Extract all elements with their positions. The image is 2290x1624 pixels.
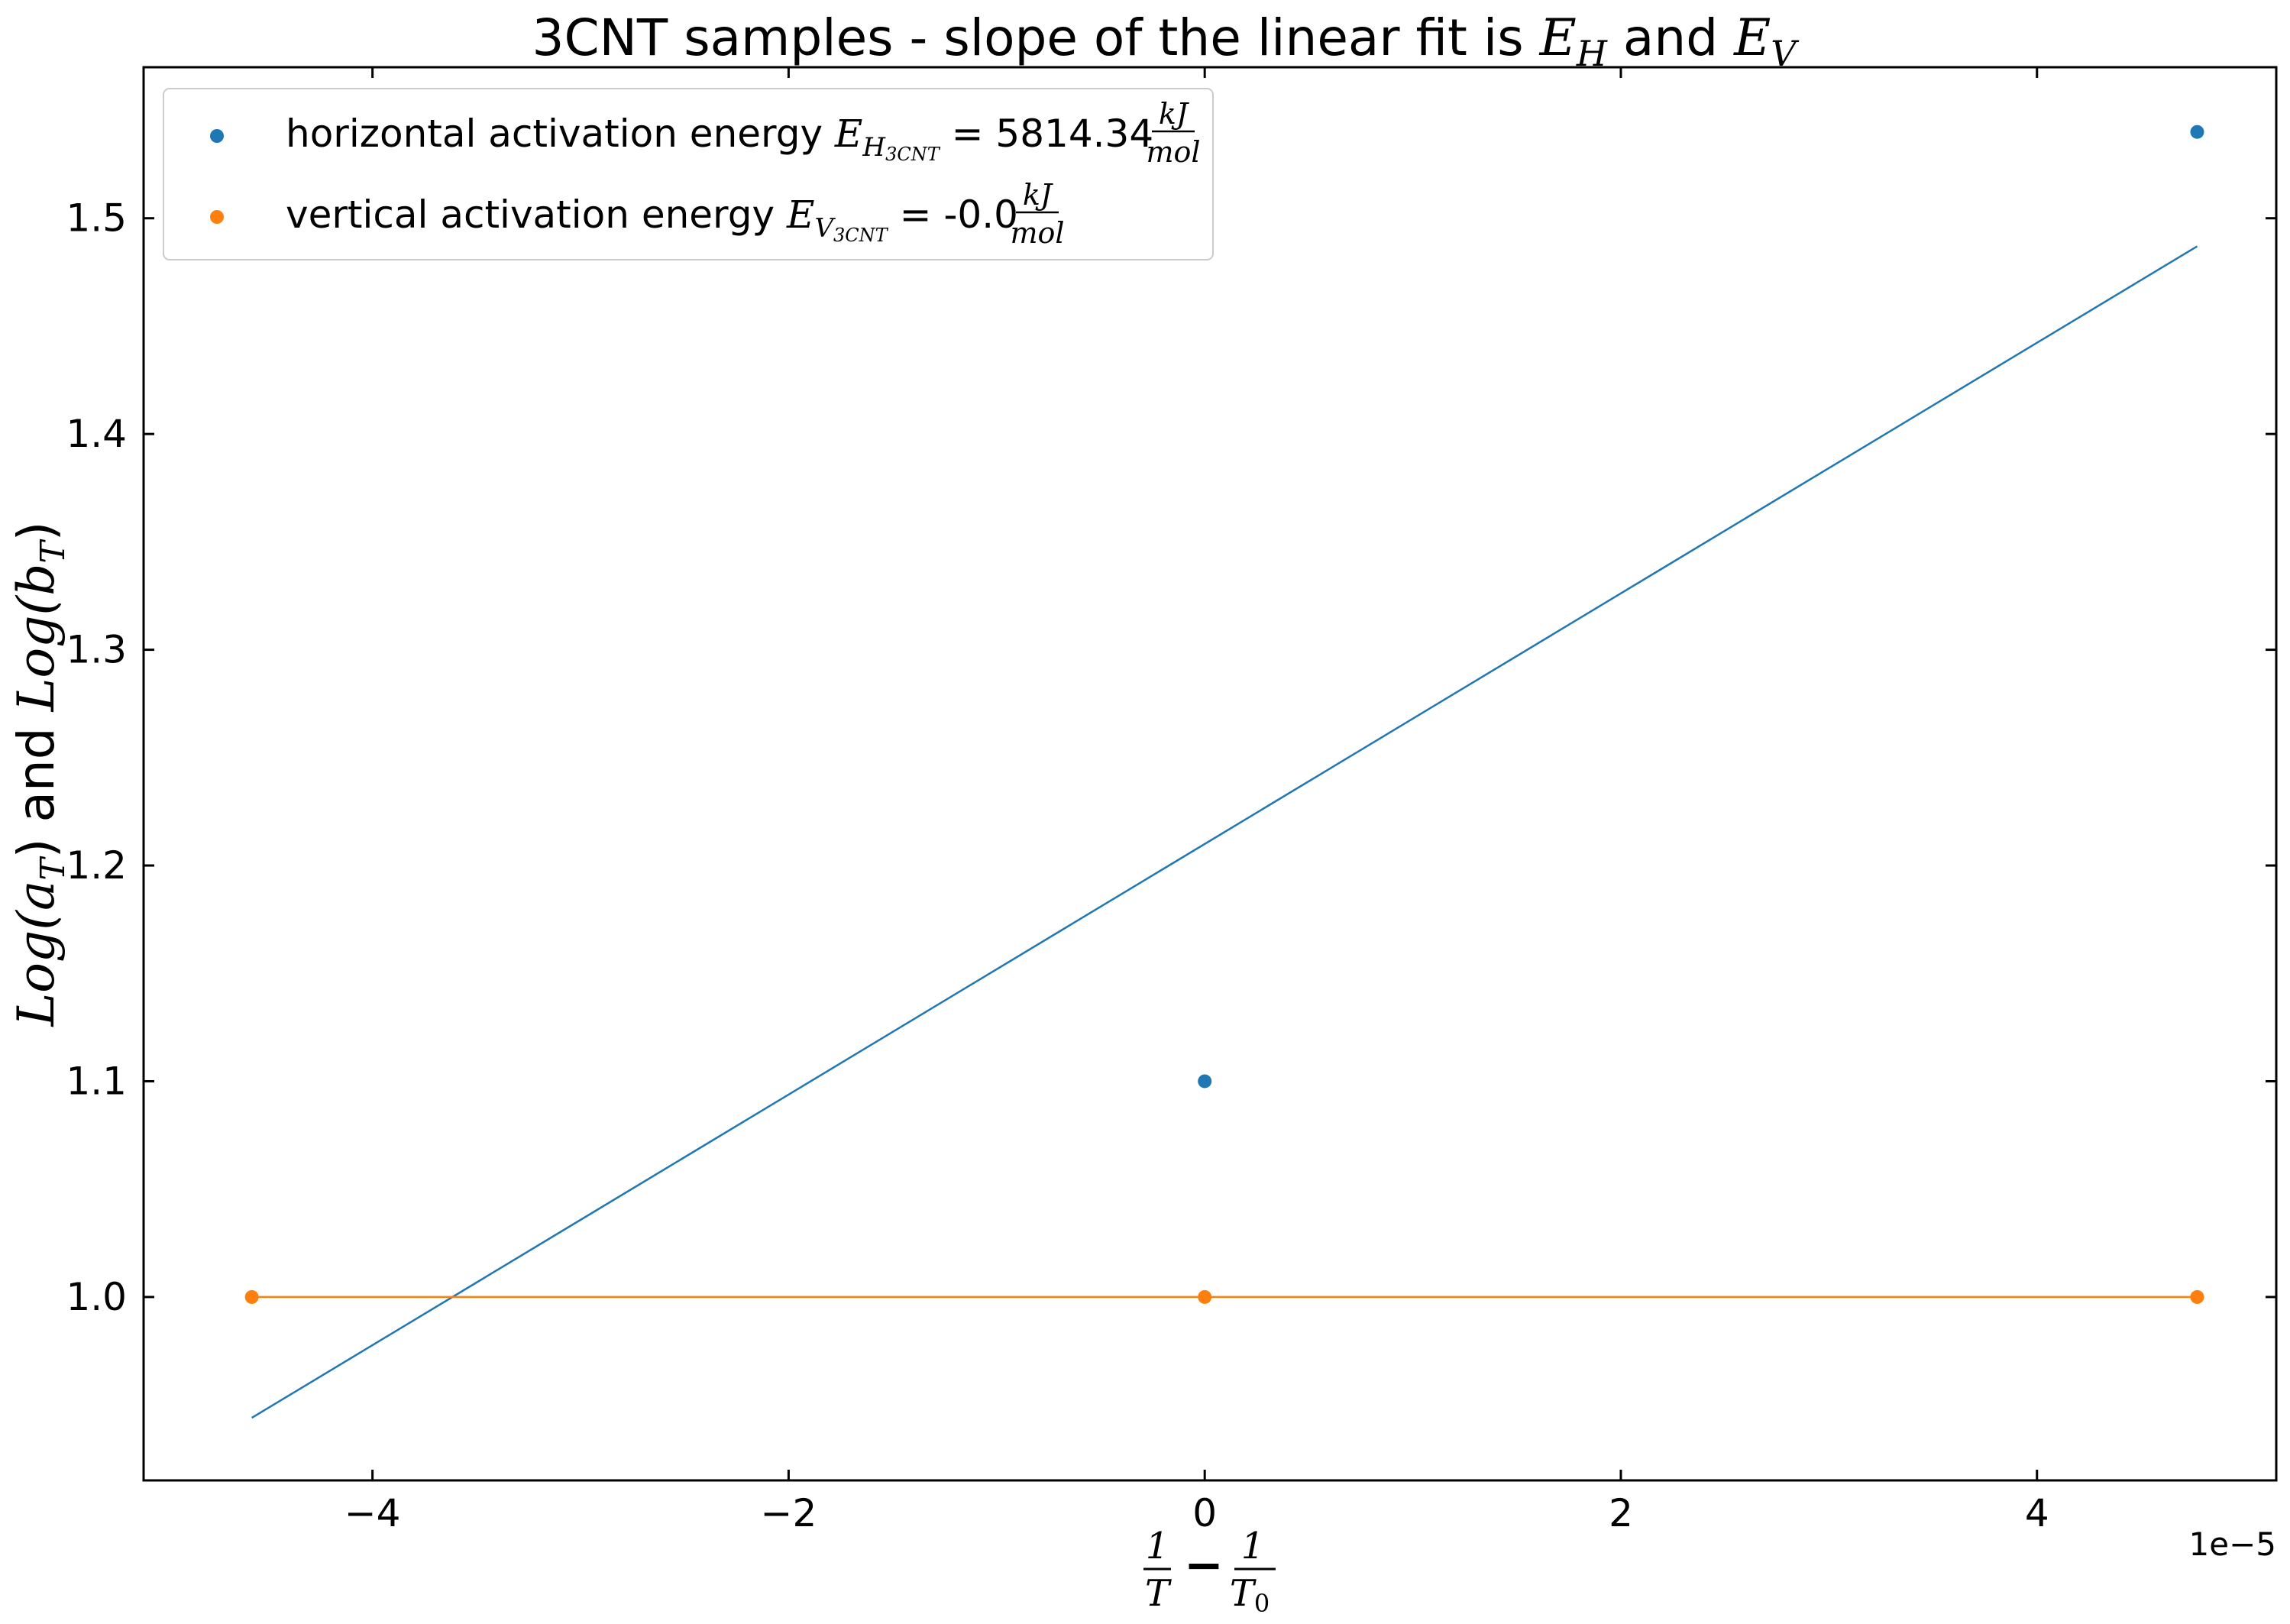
legend-marker-vertical bbox=[210, 210, 224, 224]
chart-title: 3CNT samples - slope of the linear fit i… bbox=[532, 8, 1800, 74]
svg-text:kJ: kJ bbox=[1023, 178, 1053, 212]
x-axis-label: 1 T − 1 T0 bbox=[1143, 1525, 1276, 1618]
x-label-op: − bbox=[1184, 1537, 1224, 1593]
x-label-den1: T bbox=[1145, 1572, 1172, 1615]
x-tick-label: −4 bbox=[344, 1491, 401, 1535]
x-offset-label: 1e−5 bbox=[2189, 1525, 2276, 1563]
x-label-den2: T0 bbox=[1230, 1572, 1270, 1618]
y-tick-label: 1.0 bbox=[66, 1275, 127, 1319]
y-tick-label: 1.2 bbox=[66, 843, 127, 888]
data-point-horizontal bbox=[1198, 1074, 1212, 1089]
data-point-vertical bbox=[2190, 1289, 2204, 1304]
data-point-horizontal bbox=[2190, 125, 2204, 139]
x-tick-label: 2 bbox=[1609, 1491, 1633, 1535]
x-tick-label: −2 bbox=[761, 1491, 817, 1535]
x-tick-label: 0 bbox=[1192, 1491, 1217, 1535]
svg-text:kJ: kJ bbox=[1159, 97, 1189, 131]
y-tick-label: 1.3 bbox=[66, 628, 127, 672]
y-tick-label: 1.1 bbox=[66, 1059, 127, 1103]
legend-frac-vertical: kJ mol bbox=[1010, 178, 1064, 250]
series-layer bbox=[244, 125, 2204, 1419]
plot-area bbox=[142, 66, 2278, 1482]
legend-frac-horizontal: kJ mol bbox=[1146, 97, 1200, 169]
y-tick-label: 1.5 bbox=[66, 196, 127, 241]
legend-label-horizontal: horizontal activation energy EH3CNT = 58… bbox=[286, 112, 1153, 165]
x-label-num2: 1 bbox=[1241, 1525, 1265, 1567]
y-axis-label: Log(aT) and Log(bT) bbox=[7, 521, 73, 1027]
legend-label-vertical: vertical activation energy EV3CNT = -0.0 bbox=[286, 192, 1018, 246]
legend: horizontal activation energy EH3CNT = 58… bbox=[163, 88, 1214, 260]
y-axis-ticks: 1.0 1.1 1.2 1.3 1.4 1.5 bbox=[66, 196, 2276, 1319]
y-tick-label: 1.4 bbox=[66, 412, 127, 456]
x-axis-ticks: −4 −2 0 2 4 bbox=[344, 67, 2049, 1535]
svg-text:mol: mol bbox=[1146, 135, 1200, 169]
data-point-vertical bbox=[244, 1289, 259, 1304]
svg-text:mol: mol bbox=[1010, 216, 1064, 250]
data-point-vertical bbox=[1198, 1289, 1212, 1304]
x-tick-label: 4 bbox=[2025, 1491, 2049, 1535]
legend-box bbox=[163, 88, 1214, 260]
legend-marker-horizontal bbox=[210, 129, 224, 143]
x-label-num1: 1 bbox=[1146, 1525, 1169, 1567]
fit-line-horizontal bbox=[251, 245, 2198, 1419]
